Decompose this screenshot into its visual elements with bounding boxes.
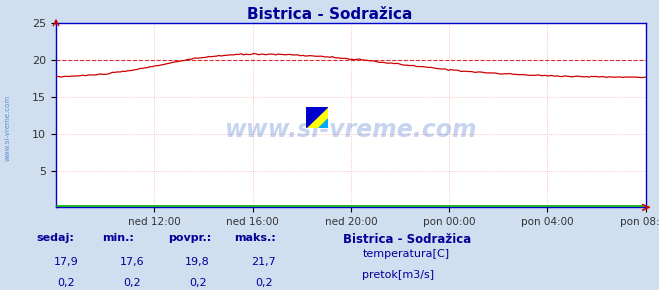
Text: 19,8: 19,8 [185,257,210,267]
Text: temperatura[C]: temperatura[C] [362,249,449,259]
Text: 0,2: 0,2 [189,278,206,288]
Text: sedaj:: sedaj: [36,233,74,243]
Text: www.si-vreme.com: www.si-vreme.com [225,118,477,142]
Text: 17,6: 17,6 [119,257,144,267]
Text: maks.:: maks.: [234,233,275,243]
Text: 17,9: 17,9 [53,257,78,267]
Text: 0,2: 0,2 [123,278,140,288]
Text: 21,7: 21,7 [251,257,276,267]
Text: pretok[m3/s]: pretok[m3/s] [362,271,434,280]
Text: 0,2: 0,2 [57,278,74,288]
Polygon shape [318,118,328,128]
Text: www.si-vreme.com: www.si-vreme.com [5,95,11,161]
Text: min.:: min.: [102,233,134,243]
Text: 0,2: 0,2 [255,278,272,288]
Polygon shape [306,107,328,128]
Polygon shape [306,107,328,128]
Text: Bistrica - Sodražica: Bistrica - Sodražica [247,7,412,22]
Text: Bistrica - Sodražica: Bistrica - Sodražica [343,233,471,246]
Text: povpr.:: povpr.: [168,233,212,243]
